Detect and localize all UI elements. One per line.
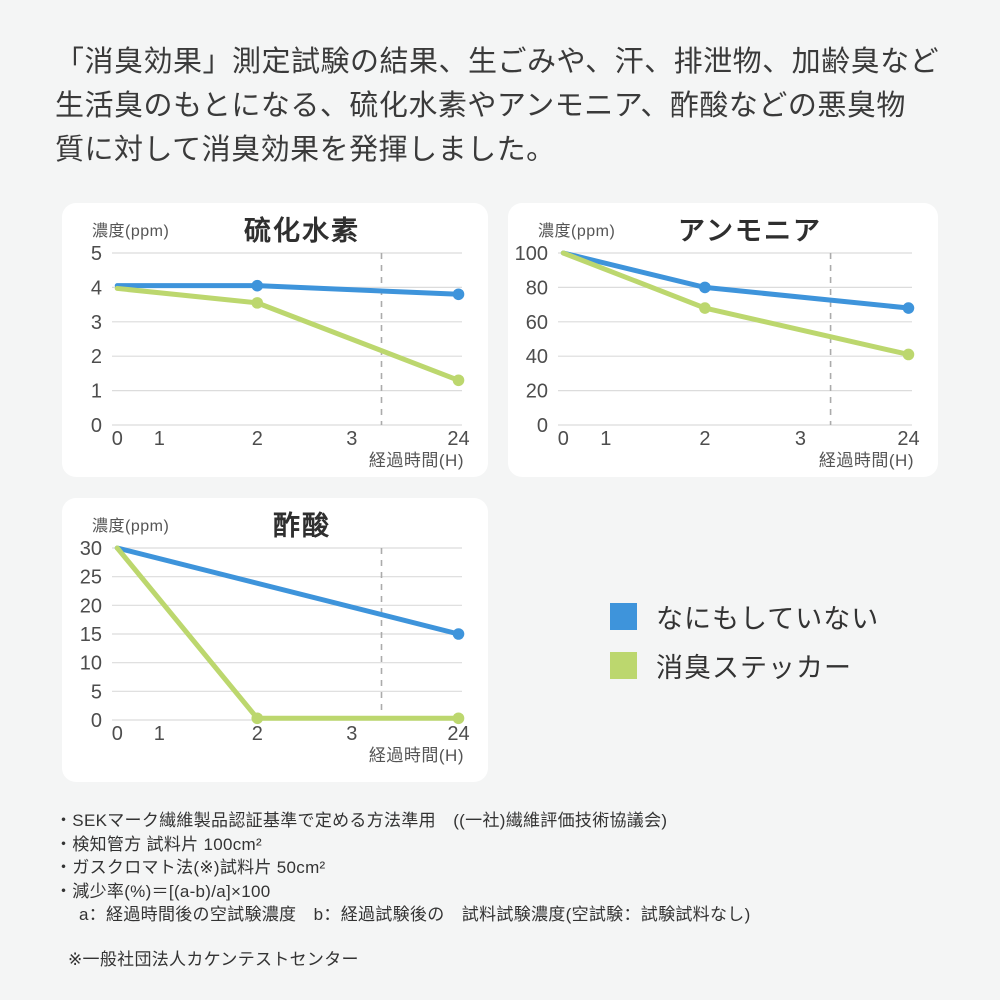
series-line [114, 285, 461, 383]
x-tick-label: 1 [154, 428, 165, 450]
data-point-marker [452, 374, 465, 387]
data-point-marker [251, 279, 264, 292]
legend-swatch-green [610, 651, 637, 679]
x-tick-label: 3 [346, 428, 357, 450]
x-tick-label: 0 [112, 428, 123, 450]
header-text: 「消臭効果」測定試験の結果、生ごみや、汗、排泄物、加齢臭など 生活臭のもとになる… [55, 40, 955, 172]
y-axis-label: 濃度(ppm) [92, 223, 170, 240]
y-tick-label: 1 [91, 381, 102, 403]
x-tick-label: 0 [558, 428, 569, 450]
chart-title-hydrogen-sulfide: 硫化水素 [244, 216, 360, 246]
y-tick-label: 100 [515, 243, 548, 265]
x-tick-label: 24 [447, 723, 469, 745]
y-tick-label: 30 [80, 538, 102, 560]
data-point-marker [452, 628, 465, 640]
footnote-gas-chromatography: ・ガスクロマト法(※)試料片 50cm² [55, 858, 326, 877]
chart-canvas: 0 20 40 60 80 100 0 1 2 3 24 [515, 243, 920, 450]
y-tick-label: 0 [91, 710, 102, 732]
y-tick-label: 0 [537, 415, 548, 437]
y-tick-label: 60 [526, 312, 548, 334]
x-axis-label: 経過時間(H) [818, 451, 914, 470]
y-axis-label: 濃度(ppm) [92, 518, 170, 535]
chart-panel-acetic-acid: 濃度(ppm) 酢酸 経過時間(H) 0 5 10 15 20 25 30 0 1 2 3 24 [62, 498, 488, 782]
x-tick-label: 3 [795, 428, 806, 450]
y-tick-label: 5 [91, 681, 102, 703]
x-tick-label: 1 [600, 428, 611, 450]
y-tick-label: 5 [91, 243, 102, 265]
x-axis-label: 経過時間(H) [368, 451, 464, 470]
x-tick-label: 0 [112, 723, 123, 745]
legend-item-sticker: 消臭ステッカー [610, 651, 879, 683]
legend-label-untreated: なにもしていない [656, 603, 880, 634]
data-point-marker [452, 288, 465, 301]
series-line [560, 250, 911, 311]
x-tick-label: 2 [252, 428, 263, 450]
y-tick-label: 40 [526, 346, 548, 368]
x-tick-label: 2 [252, 723, 263, 745]
chart-canvas: 0 1 2 3 4 5 0 1 2 3 24 [91, 243, 470, 450]
data-point-marker [251, 712, 264, 725]
y-tick-label: 10 [80, 653, 102, 675]
y-axis-label: 濃度(ppm) [538, 223, 616, 240]
data-point-marker [902, 348, 915, 361]
legend-swatch-blue [610, 602, 637, 630]
data-point-marker [699, 302, 711, 314]
x-tick-label: 24 [897, 428, 919, 450]
y-tick-label: 20 [80, 595, 102, 617]
header-line-3: 質に対して消臭効果を発揮しました。 [55, 134, 556, 166]
data-point-marker [902, 302, 915, 314]
x-tick-label: 3 [346, 723, 357, 745]
header-line-2: 生活臭のもとになる、硫化水素やアンモニア、酢酸などの悪臭物 [55, 90, 906, 122]
x-tick-label: 24 [447, 428, 469, 450]
y-tick-label: 15 [80, 624, 102, 646]
data-point-marker [699, 281, 711, 294]
y-tick-label: 20 [526, 381, 548, 403]
x-tick-label: 2 [699, 428, 710, 450]
chart-panel-ammonia: 濃度(ppm) アンモニア 経過時間(H) 0 20 40 60 80 100 0 1 2 3 24 [508, 203, 938, 477]
chart-panel-hydrogen-sulfide: 濃度(ppm) 硫化水素 経過時間(H) 0 1 2 3 4 5 0 1 2 3 24 [62, 203, 488, 477]
series-line [114, 545, 461, 721]
legend-label-sticker: 消臭ステッカー [656, 652, 852, 683]
y-tick-label: 0 [91, 415, 102, 437]
x-axis-label: 経過時間(H) [368, 746, 464, 765]
y-tick-label: 3 [91, 312, 102, 334]
chart-legend: なにもしていない 消臭ステッカー [610, 602, 879, 700]
footnote-test-center: ※一般社団法人カケンテストセンター [68, 949, 359, 969]
y-tick-label: 2 [91, 346, 102, 368]
footnote-reduction-formula: ・減少率(%)＝[(a-b)/a]×100 [55, 881, 271, 901]
footnote-method: ・SEKマーク繊維製品認証基準で定める方法準用 ((一社)繊維評価技術協議会) [55, 811, 668, 830]
legend-item-untreated: なにもしていない [610, 602, 879, 634]
footnote-formula-terms: a：経過時間後の空試験濃度 b：経過試験後の 試料試験濃度(空試験：試験試料なし… [79, 905, 751, 924]
footnotes: ・SEKマーク繊維製品認証基準で定める方法準用 ((一社)繊維評価技術協議会) … [55, 809, 965, 971]
data-point-marker [251, 297, 264, 309]
y-tick-label: 4 [91, 277, 102, 299]
chart-title-acetic-acid: 酢酸 [273, 511, 331, 541]
y-tick-label: 25 [80, 567, 102, 589]
footnote-detector-tube: ・検知管方 試料片 100cm² [55, 834, 262, 854]
y-tick-label: 80 [526, 277, 548, 299]
header-line-1: 「消臭効果」測定試験の結果、生ごみや、汗、排泄物、加齢臭など [55, 46, 940, 78]
data-point-marker [452, 712, 465, 725]
x-tick-label: 1 [154, 723, 165, 745]
series-line [114, 545, 461, 637]
chart-title-ammonia: アンモニア [678, 216, 822, 246]
